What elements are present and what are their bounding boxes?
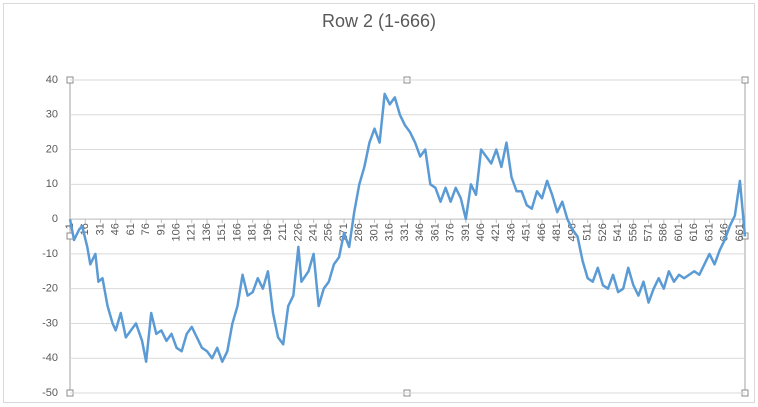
chart-title: Row 2 (1-666) xyxy=(322,11,436,31)
x-tick-label: 571 xyxy=(642,223,654,241)
x-tick-label: 1 xyxy=(64,223,76,229)
x-tick-label: 301 xyxy=(368,223,380,241)
x-tick-label: 421 xyxy=(490,223,502,241)
x-tick-label: 586 xyxy=(658,223,670,241)
y-tick-label: 0 xyxy=(52,213,58,225)
x-tick-label: 361 xyxy=(429,223,441,241)
x-tick-label: 211 xyxy=(277,223,289,241)
x-tick-label: 286 xyxy=(353,223,365,241)
x-tick-label: 316 xyxy=(384,223,396,241)
x-tick-label: 646 xyxy=(719,223,731,241)
x-tick-label: 106 xyxy=(170,223,182,241)
x-tick-label: 511 xyxy=(582,223,594,241)
x-tick-label: 616 xyxy=(688,223,700,241)
y-tick-label: 30 xyxy=(46,109,58,121)
y-tick-label: -40 xyxy=(42,352,58,364)
x-tick-label: 496 xyxy=(566,223,578,241)
x-tick-label: 181 xyxy=(247,223,259,241)
x-tick-label: 451 xyxy=(521,223,533,241)
chart-area xyxy=(3,3,755,403)
x-tick-label: 376 xyxy=(445,223,457,241)
x-tick-label: 436 xyxy=(505,223,517,241)
y-tick-label: 40 xyxy=(46,74,58,86)
x-tick-label: 631 xyxy=(703,223,715,241)
x-tick-label: 121 xyxy=(186,223,198,241)
x-tick-label: 541 xyxy=(612,223,624,241)
y-tick-label: 20 xyxy=(46,143,58,155)
data-line xyxy=(68,92,747,363)
x-tick-label: 391 xyxy=(460,223,472,241)
y-tick-label: -20 xyxy=(42,283,58,295)
x-tick-label: 256 xyxy=(323,223,335,241)
x-tick-label: 661 xyxy=(734,223,746,241)
x-tick-label: 76 xyxy=(140,223,152,235)
x-tick-label: 226 xyxy=(292,223,304,241)
x-tick-label: 136 xyxy=(201,223,213,241)
x-tick-label: 196 xyxy=(262,223,274,241)
y-tick-label: 10 xyxy=(46,178,58,190)
x-tick-label: 466 xyxy=(536,223,548,241)
x-tick-label: 166 xyxy=(231,223,243,241)
x-tick-label: 61 xyxy=(125,223,137,235)
x-tick-label: 346 xyxy=(414,223,426,241)
x-tick-label: 526 xyxy=(597,223,609,241)
x-tick-label: 151 xyxy=(216,223,228,241)
y-tick-label: -30 xyxy=(42,317,58,329)
x-tick-label: 601 xyxy=(673,223,685,241)
x-tick-label: 91 xyxy=(155,223,167,235)
x-tick-label: 331 xyxy=(399,223,411,241)
y-tick-label: -10 xyxy=(42,248,58,260)
x-tick-label: 46 xyxy=(110,223,122,235)
x-tick-label: 241 xyxy=(308,223,320,241)
x-tick-label: 406 xyxy=(475,223,487,241)
y-tick-label: -50 xyxy=(42,387,58,399)
x-tick-label: 556 xyxy=(627,223,639,241)
x-tick-label: 481 xyxy=(551,223,563,241)
x-tick-label: 31 xyxy=(94,223,106,235)
